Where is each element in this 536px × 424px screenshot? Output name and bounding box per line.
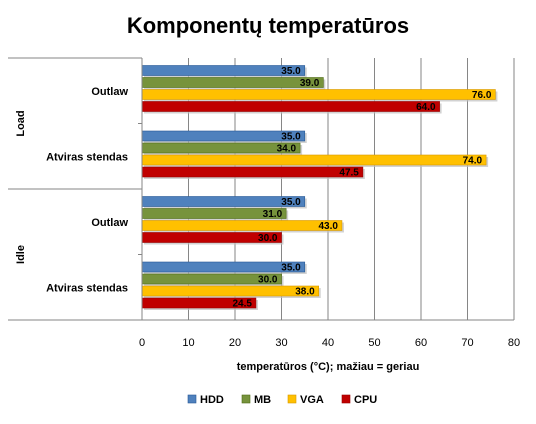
category-label: Outlaw: [91, 217, 128, 229]
x-tick-label: 70: [461, 337, 473, 349]
bar-vga: [141, 154, 487, 166]
data-label: 35.0: [281, 132, 301, 143]
legend-swatch-mb: [241, 394, 251, 404]
legend-swatch-vga: [287, 394, 297, 404]
data-label: 39.0: [300, 78, 320, 89]
legend-label: CPU: [354, 394, 377, 406]
data-label: 35.0: [281, 263, 301, 274]
bar-cpu: [141, 101, 440, 112]
x-tick-label: 60: [415, 337, 427, 349]
category-label: Outlaw: [91, 86, 128, 98]
data-label: 64.0: [416, 102, 436, 113]
axis-layer: 0 10 20 30 40 50 60 70 80: [8, 57, 520, 349]
x-tick-label: 20: [229, 337, 241, 349]
data-label: 35.0: [281, 197, 301, 208]
data-label: 24.5: [232, 299, 252, 310]
bars-layer: [141, 65, 498, 310]
x-axis-title: temperatūros (°C); mažiau = geriau: [237, 361, 420, 373]
data-label: 31.0: [263, 209, 283, 220]
bar-vga: [141, 285, 319, 297]
legend-label: HDD: [200, 394, 224, 406]
data-label: 47.5: [339, 168, 359, 179]
x-tick-label: 10: [182, 337, 194, 349]
data-label: 43.0: [318, 221, 338, 232]
x-tick-label: 0: [139, 337, 145, 349]
data-label: 30.0: [258, 275, 278, 286]
bar-vga: [141, 220, 343, 231]
chart-title: Komponentų temperatūros: [127, 13, 409, 38]
legend-swatch-hdd: [187, 394, 197, 404]
data-label: 35.0: [281, 66, 301, 77]
category-label: Atviras stendas: [46, 282, 128, 294]
x-tick-label: 30: [275, 337, 287, 349]
legend-label: VGA: [300, 394, 324, 406]
legend-swatch-cpu: [341, 394, 351, 404]
data-label: 38.0: [295, 287, 315, 298]
x-tick-label: 40: [322, 337, 334, 349]
group-label: Idle: [15, 245, 27, 264]
group-label: Load: [15, 110, 27, 136]
x-tick-label: 80: [508, 337, 520, 349]
data-label: 76.0: [472, 90, 492, 101]
x-tick-label: 50: [368, 337, 380, 349]
data-label: 30.0: [258, 233, 278, 244]
bar-mb: [141, 77, 324, 88]
bar-vga: [141, 89, 496, 100]
bar-cpu: [141, 166, 364, 178]
legend: HDD MB VGA CPU: [187, 394, 377, 406]
legend-label: MB: [254, 394, 271, 406]
category-label: Atviras stendas: [46, 151, 128, 163]
data-label: 34.0: [277, 144, 297, 155]
data-label: 74.0: [463, 156, 483, 167]
